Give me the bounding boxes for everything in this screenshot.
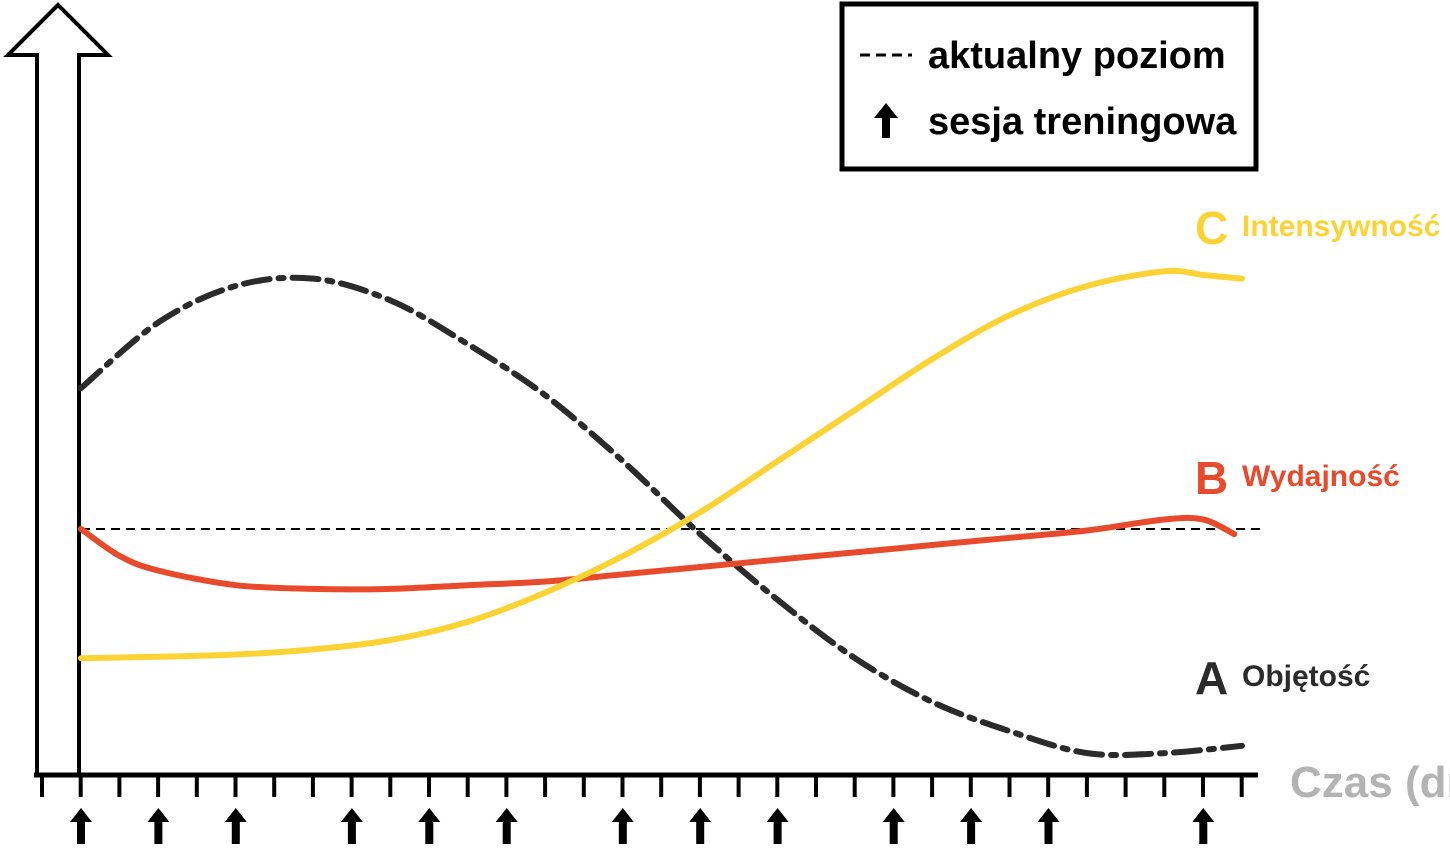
legend-label-training-session: sesja treningowa bbox=[928, 101, 1237, 143]
series-name-b: Wydajność bbox=[1242, 460, 1400, 493]
legend-up-arrow-icon bbox=[874, 103, 898, 138]
series-letter-b: B bbox=[1195, 452, 1228, 504]
training-session-arrow-icon bbox=[766, 808, 789, 844]
series-letter-c: C bbox=[1195, 202, 1228, 254]
series-label-a: A Objętość bbox=[1195, 652, 1370, 704]
series-name-a: Objętość bbox=[1242, 660, 1370, 693]
training-session-arrow-icon bbox=[882, 808, 905, 844]
training-session-arrow-icon bbox=[147, 808, 170, 844]
training-session-arrow-icon bbox=[224, 808, 247, 844]
training-session-arrow-icon bbox=[1037, 808, 1060, 844]
series-letter-a: A bbox=[1195, 652, 1228, 704]
series-label-c: C Intensywność bbox=[1195, 202, 1440, 254]
training-session-arrow-icon bbox=[340, 808, 363, 844]
training-session-markers bbox=[70, 808, 1215, 844]
series-label-b: B Wydajność bbox=[1195, 452, 1400, 504]
training-session-arrow-icon bbox=[611, 808, 634, 844]
series-line-a bbox=[78, 274, 1245, 759]
training-session-arrow-icon bbox=[960, 808, 983, 844]
training-session-arrow-icon bbox=[418, 808, 441, 844]
training-session-arrow-icon bbox=[495, 808, 518, 844]
series-name-c: Intensywność bbox=[1242, 210, 1440, 243]
legend: aktualny poziom sesja treningowa bbox=[839, 1, 1259, 172]
training-session-arrow-icon bbox=[1192, 808, 1215, 844]
legend-label-current-level: aktualny poziom bbox=[928, 35, 1226, 77]
training-session-arrow-icon bbox=[70, 808, 92, 844]
series-line-c bbox=[78, 267, 1245, 662]
series-layer bbox=[78, 267, 1245, 759]
x-axis-label: Czas (dni) bbox=[1290, 758, 1450, 807]
series-line-b bbox=[78, 514, 1238, 593]
x-axis-ticks bbox=[40, 775, 1244, 797]
y-axis-arrow bbox=[3, 2, 113, 775]
training-session-arrow-icon bbox=[689, 808, 712, 844]
legend-box bbox=[839, 1, 1259, 172]
